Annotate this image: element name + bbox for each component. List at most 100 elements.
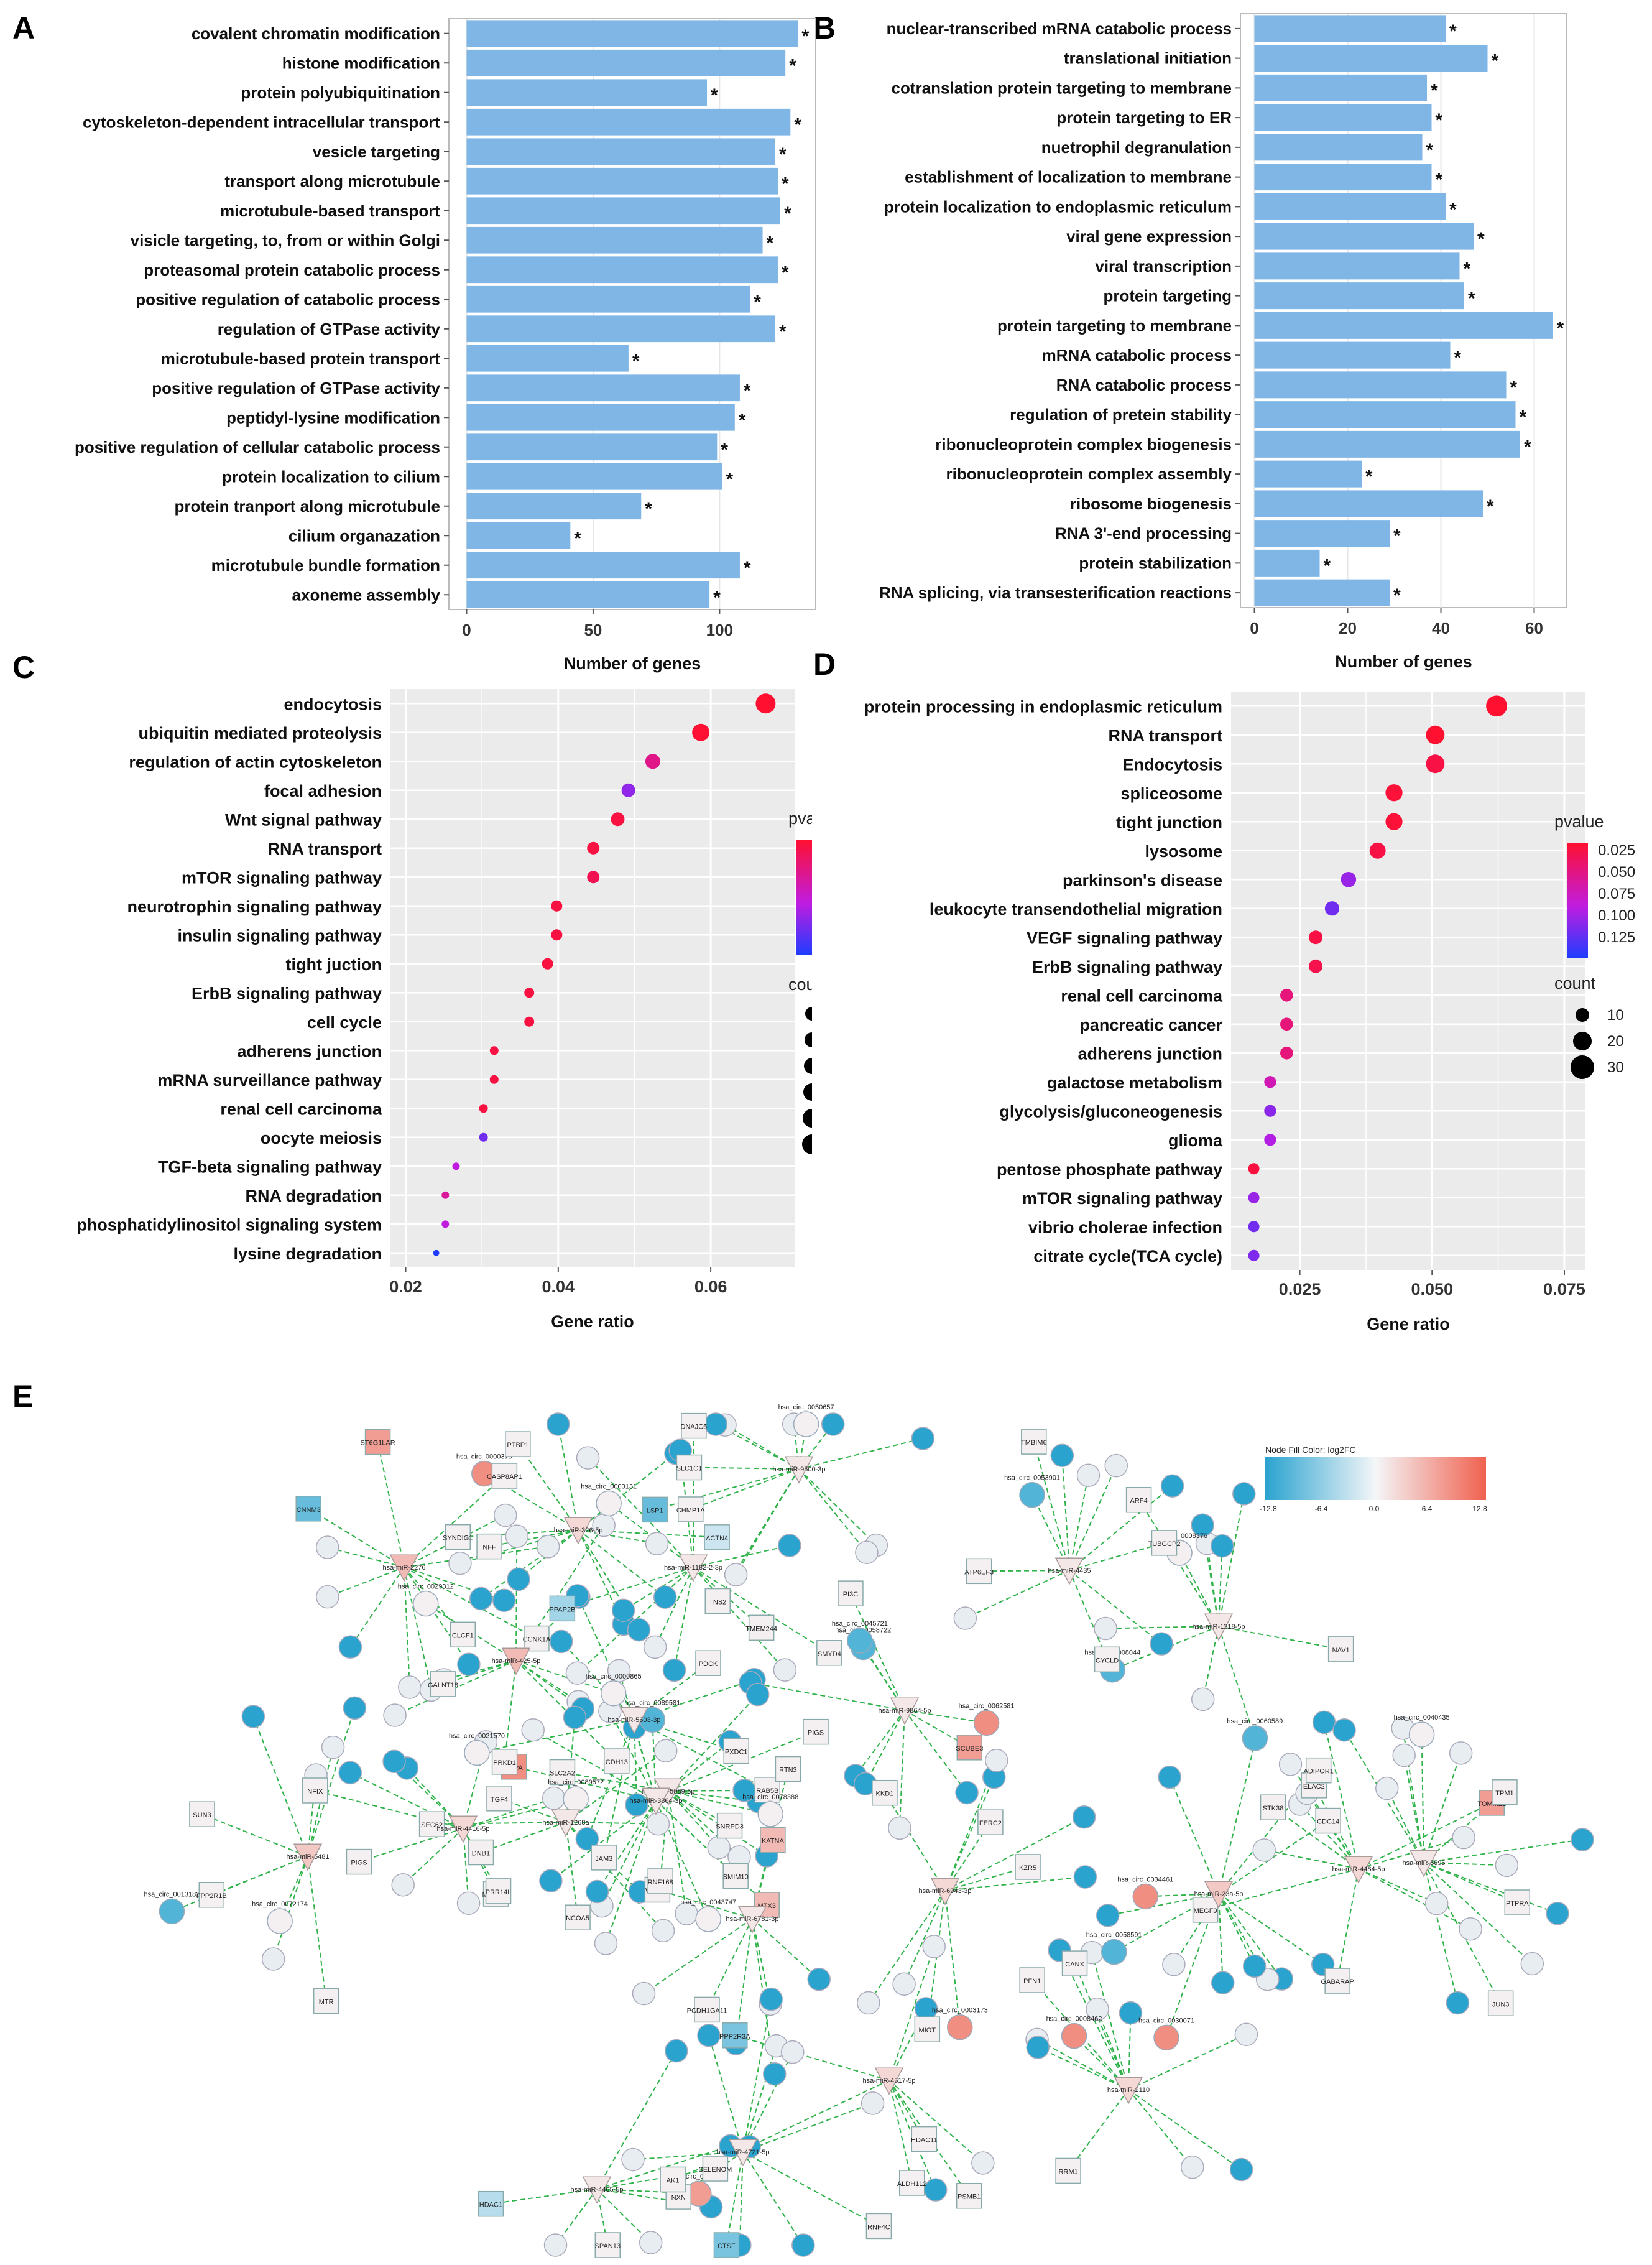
circrna-node <box>159 1898 185 1925</box>
category-label: positive regulation of GTPase activity <box>152 379 440 397</box>
edge <box>404 1567 504 1601</box>
node-label: TNS2 <box>709 1599 726 1606</box>
significance-marker: * <box>782 174 789 194</box>
circrna-node <box>653 1585 677 1609</box>
category-label: protein stabilization <box>1079 554 1232 572</box>
edge <box>1069 1570 1108 1660</box>
legend-color-tick: 0.025 <box>1598 842 1635 859</box>
bar <box>1254 401 1516 428</box>
edge <box>404 1475 505 1568</box>
data-point <box>1369 842 1386 859</box>
node-label: MIOT <box>919 2027 936 2034</box>
mirna-label: hsa-miR-4465-5p <box>571 2186 624 2193</box>
mrna-node <box>1504 1889 1531 1915</box>
circrna-node <box>1132 1883 1159 1910</box>
data-point <box>452 1162 460 1170</box>
circrna-node <box>575 1827 599 1851</box>
circrna-node <box>549 1629 573 1654</box>
data-point <box>587 871 600 884</box>
node-label: GALNT18 <box>428 1682 458 1689</box>
edge <box>654 1567 694 1647</box>
edge <box>596 1800 657 1892</box>
circrna-node <box>457 1652 481 1676</box>
edge <box>868 1890 946 2004</box>
edge <box>1218 1737 1257 1894</box>
mirna-label: hsa-miR-9500-3p <box>773 1466 826 1473</box>
node-label: NXN <box>671 2194 686 2202</box>
significance-marker: * <box>754 292 761 312</box>
mrna-node <box>911 2126 938 2152</box>
data-point <box>542 958 553 970</box>
category-label: endocytosis <box>284 695 382 713</box>
category-label: parkinson's disease <box>1063 871 1222 889</box>
mrna-node <box>1324 1968 1350 1994</box>
bar <box>466 197 781 225</box>
mirna-label: hsa-miR-5603-3p <box>608 1716 661 1724</box>
legend-size-dot <box>1571 1055 1594 1079</box>
edge <box>1358 1837 1464 1869</box>
circrna-node <box>922 1935 946 1958</box>
edge <box>578 1453 676 1531</box>
data-point <box>1324 901 1340 916</box>
x-tick-label: 0.02 <box>389 1277 422 1296</box>
circrna-node <box>791 2233 815 2257</box>
mrna-node <box>676 1454 703 1481</box>
edge <box>1358 1868 1437 1904</box>
edge <box>550 1790 669 1881</box>
node-label: PTPRA <box>1506 1900 1529 1907</box>
data-point <box>524 1016 535 1027</box>
mrna-node <box>1327 1636 1354 1662</box>
edge <box>476 1719 635 1754</box>
mrna-node <box>977 1809 1004 1835</box>
edge <box>1218 1893 1283 1980</box>
significance-marker: * <box>1492 51 1499 72</box>
edge <box>1128 2089 1242 2170</box>
bar <box>466 522 571 549</box>
edge <box>1069 1485 1173 1571</box>
category-label: protein polyubiquitination <box>241 83 440 102</box>
panel-label-b: B <box>813 11 836 45</box>
category-label: covalent chromatin modification <box>192 24 440 43</box>
circrna-node <box>596 1490 622 1517</box>
circrna-node <box>1101 1938 1127 1965</box>
edge <box>668 1790 720 1848</box>
node-label: NFIX <box>307 1788 323 1795</box>
mrna-node <box>565 1904 591 1930</box>
node-label: SUN3 <box>193 1812 211 1819</box>
mirna-node <box>501 1647 531 1675</box>
panel-label-c: C <box>12 650 35 685</box>
edge <box>560 1641 635 1720</box>
significance-marker: * <box>767 233 774 253</box>
significance-marker: * <box>744 558 751 578</box>
category-label: protein targeting <box>1103 287 1232 305</box>
legend-size-title: count <box>1554 974 1596 993</box>
circrna-node <box>494 1503 517 1527</box>
legend-color-tick: 0.075 <box>1598 886 1635 902</box>
category-label: positive regulation of cellular cataboli… <box>75 438 440 456</box>
mrna-node <box>346 1848 372 1875</box>
mirna-label: hsa-miR-4416-5p <box>437 1825 490 1833</box>
node-label: PDCK <box>699 1661 718 1668</box>
data-point <box>441 1191 450 1199</box>
category-label: cell cycle <box>307 1013 382 1032</box>
circrna-node <box>321 1735 345 1759</box>
mirna-node <box>678 1554 708 1582</box>
edge <box>1423 1839 1583 1863</box>
category-label: pancreatic cancer <box>1079 1016 1222 1034</box>
node-label: CTSF <box>718 2243 736 2250</box>
edge <box>750 1682 905 1711</box>
panel-label-e: E <box>12 1379 33 1414</box>
circrna-node <box>707 1835 731 1860</box>
edge <box>717 1468 800 1602</box>
mirna-label: hsa-miR-5695 <box>1402 1860 1445 1867</box>
edge <box>1074 1963 1129 2090</box>
category-label: cotranslation protein targeting to membr… <box>891 78 1232 97</box>
category-label: microtubule-based transport <box>220 201 440 220</box>
edge <box>657 1889 753 1919</box>
circrna-node <box>621 2147 645 2172</box>
legend-size-dot <box>1573 1032 1592 1050</box>
significance-marker: * <box>632 351 640 371</box>
circrna-node <box>763 2062 787 2086</box>
node-label: hsa_circ_0060589 <box>1227 1718 1283 1725</box>
node-label: hsa_circ_0058591 <box>1086 1932 1142 1939</box>
